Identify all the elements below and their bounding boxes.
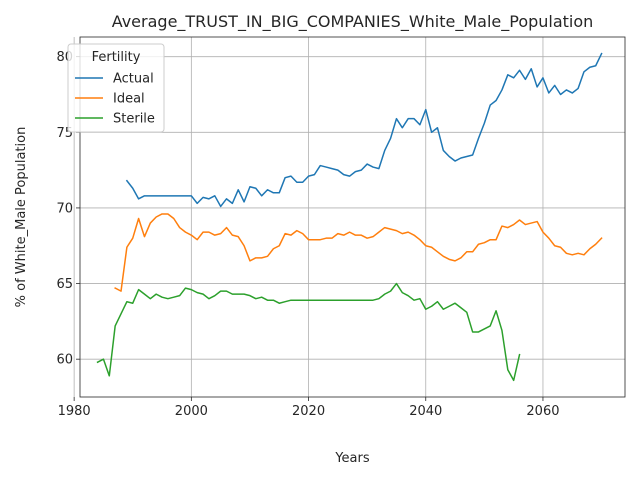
legend-label-actual: Actual <box>113 72 154 87</box>
x-tick-label: 1980 <box>58 404 91 419</box>
chart-title: Average_TRUST_IN_BIG_COMPANIES_White_Mal… <box>112 12 594 32</box>
x-axis: 1980 2000 2020 2040 2060 <box>58 397 560 419</box>
x-tick-label: 2040 <box>409 404 442 419</box>
x-tick-label: 2020 <box>292 404 325 419</box>
series-line-ideal <box>114 213 603 292</box>
grid <box>73 37 625 397</box>
x-tick-label: 2060 <box>526 404 559 419</box>
legend-label-ideal: Ideal <box>113 92 145 107</box>
x-tick-label: 2000 <box>175 404 208 419</box>
series-line-sterile <box>96 282 521 382</box>
y-tick-label: 65 <box>56 277 73 292</box>
plot-frame <box>79 36 626 398</box>
series-layer <box>96 52 603 382</box>
legend-title: Fertility <box>92 50 141 65</box>
y-tick-label: 70 <box>56 201 73 216</box>
legend: Fertility Actual Ideal Sterile <box>67 43 165 133</box>
y-axis-label: % of White_Male Population <box>14 127 29 308</box>
legend-box <box>67 43 165 133</box>
legend-label-sterile: Sterile <box>113 112 155 127</box>
y-tick-label: 60 <box>56 353 73 368</box>
series-line-actual <box>125 52 603 208</box>
x-axis-label: Years <box>334 451 370 466</box>
